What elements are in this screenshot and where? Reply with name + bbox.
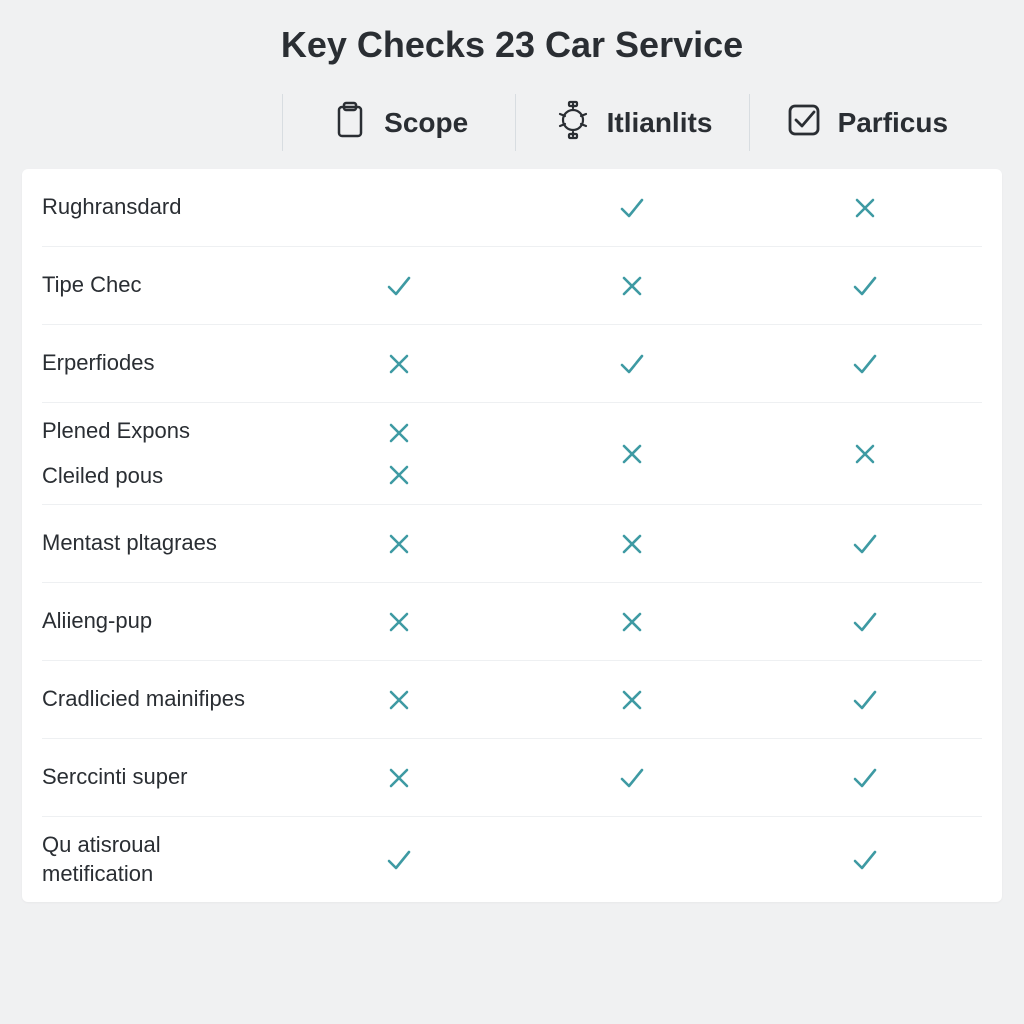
- table-row: Tipe Chec: [42, 247, 982, 325]
- page-title: Key Checks 23 Car Service: [22, 24, 1002, 66]
- row-label: Aliieng-pup: [42, 607, 282, 636]
- table-row: Rughransdard: [42, 169, 982, 247]
- row-sublabel: Cleiled pous: [42, 462, 270, 491]
- cross-icon: [385, 419, 413, 447]
- row-label: Tipe Chec: [42, 271, 282, 300]
- cell-particus: [749, 272, 982, 300]
- cell-itlianlits: [515, 608, 748, 636]
- cell-scope: [282, 686, 515, 714]
- row-label: Mentast pltagraes: [42, 529, 282, 558]
- row-label: Serccinti super: [42, 763, 282, 792]
- check-icon: [385, 272, 413, 300]
- table-row: Cradlicied mainifipes: [42, 661, 982, 739]
- check-icon: [385, 846, 413, 874]
- cell-scope: [282, 846, 515, 874]
- row-label: Cradlicied mainifipes: [42, 685, 282, 714]
- cell-scope: [282, 530, 515, 558]
- check-icon: [618, 764, 646, 792]
- check-icon: [851, 764, 879, 792]
- cross-icon: [385, 530, 413, 558]
- cross-icon: [618, 608, 646, 636]
- cell-scope: [282, 764, 515, 792]
- engine-icon: [553, 100, 593, 145]
- cell-itlianlits: [515, 440, 748, 468]
- check-icon: [851, 608, 879, 636]
- cell-particus: [749, 686, 982, 714]
- cross-icon: [385, 461, 413, 489]
- cell-itlianlits: [515, 272, 748, 300]
- check-icon: [618, 194, 646, 222]
- row-label: Rughransdard: [42, 193, 282, 222]
- cell-itlianlits: [515, 194, 748, 222]
- cross-icon: [385, 608, 413, 636]
- cell-scope: [282, 608, 515, 636]
- cross-icon: [385, 764, 413, 792]
- check-icon: [851, 530, 879, 558]
- row-label: Plened ExponsCleiled pous: [42, 417, 282, 490]
- table-row: Mentast pltagraes: [42, 505, 982, 583]
- table-header: Scope Itlianlits Parficus: [22, 94, 1002, 169]
- cell-scope: [282, 350, 515, 378]
- table-row: Qu atisroual metification: [42, 817, 982, 902]
- cross-icon: [618, 686, 646, 714]
- table-row: Serccinti super: [42, 739, 982, 817]
- check-icon: [851, 846, 879, 874]
- cell-scope: [282, 419, 515, 489]
- header-col-particus: Parficus: [749, 94, 982, 151]
- cell-particus: [749, 846, 982, 874]
- cell-particus: [749, 194, 982, 222]
- cross-icon: [618, 272, 646, 300]
- clipboard-icon: [330, 100, 370, 145]
- cell-particus: [749, 440, 982, 468]
- table-row: Aliieng-pup: [42, 583, 982, 661]
- cell-particus: [749, 350, 982, 378]
- check-icon: [851, 350, 879, 378]
- check-icon: [851, 272, 879, 300]
- table-row: Erperfiodes: [42, 325, 982, 403]
- header-col-label: Parficus: [838, 107, 949, 139]
- header-col-label: Scope: [384, 107, 468, 139]
- table-row: Plened ExponsCleiled pous: [42, 403, 982, 505]
- comparison-card: Key Checks 23 Car Service Scope Itlianli…: [22, 24, 1002, 902]
- check-icon: [851, 686, 879, 714]
- cell-itlianlits: [515, 764, 748, 792]
- cross-icon: [851, 194, 879, 222]
- header-col-label: Itlianlits: [607, 107, 713, 139]
- cell-itlianlits: [515, 350, 748, 378]
- check-icon: [618, 350, 646, 378]
- cross-icon: [851, 440, 879, 468]
- cross-icon: [385, 350, 413, 378]
- header-col-scope: Scope: [282, 94, 515, 151]
- header-col-itlianlits: Itlianlits: [515, 94, 748, 151]
- cell-scope: [282, 272, 515, 300]
- cell-particus: [749, 608, 982, 636]
- cross-icon: [618, 530, 646, 558]
- row-label: Qu atisroual metification: [42, 831, 282, 888]
- table-body: Rughransdard Tipe Chec Erperfiodes Plened E…: [22, 169, 1002, 902]
- checkbox-icon: [784, 100, 824, 145]
- cell-particus: [749, 764, 982, 792]
- cell-itlianlits: [515, 686, 748, 714]
- cell-itlianlits: [515, 530, 748, 558]
- cross-icon: [385, 686, 413, 714]
- cross-icon: [618, 440, 646, 468]
- cell-particus: [749, 530, 982, 558]
- row-label: Erperfiodes: [42, 349, 282, 378]
